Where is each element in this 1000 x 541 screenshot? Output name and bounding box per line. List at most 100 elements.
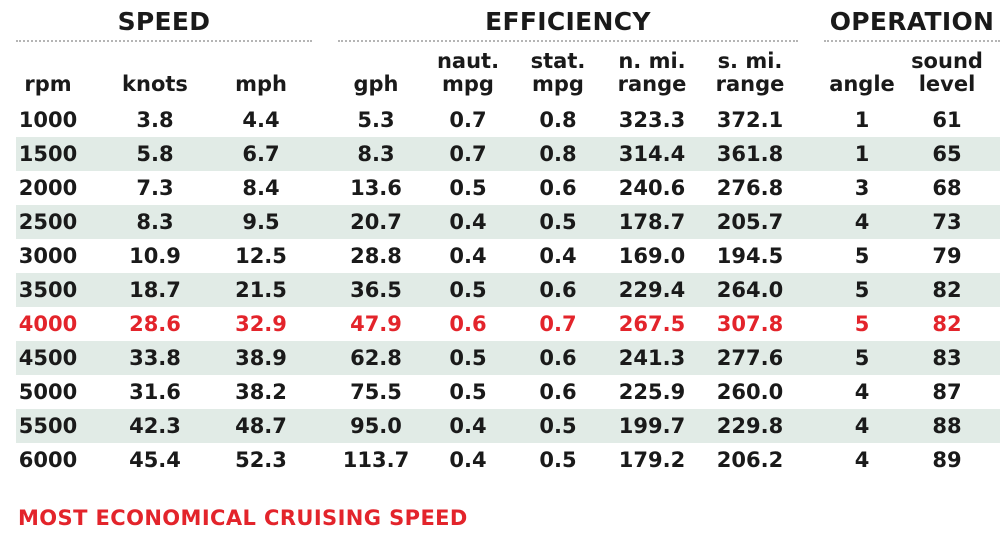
cell-angle: 3 — [854, 176, 870, 200]
cell-angle: 5 — [854, 244, 870, 268]
cell-naut-mpg: 0.5 — [449, 278, 487, 302]
table-row-highlighted: 4000 28.6 32.9 47.9 0.6 0.7 267.5 307.8 5 82 — [16, 307, 1000, 341]
cell-sound-level: 87 — [932, 380, 962, 404]
cell-s-mi-range: 277.6 — [716, 346, 784, 370]
column-header-sound-level: sound level — [911, 49, 983, 96]
cell-knots: 18.7 — [129, 278, 181, 302]
cell-stat-mpg: 0.6 — [539, 346, 577, 370]
cell-stat-mpg: 0.6 — [539, 278, 577, 302]
column-header-n-mi-range: n. mi. range — [617, 49, 687, 96]
cell-sound-level: 83 — [932, 346, 962, 370]
cell-naut-mpg: 0.4 — [449, 448, 487, 472]
cell-stat-mpg: 0.8 — [539, 142, 577, 166]
cell-gph: 95.0 — [350, 414, 402, 438]
cell-n-mi-range: 169.0 — [618, 244, 686, 268]
table-row: 5000 31.6 38.2 75.5 0.5 0.6 225.9 260.0 4 87 — [16, 375, 1000, 409]
cell-naut-mpg: 0.7 — [449, 108, 487, 132]
cell-n-mi-range: 199.7 — [618, 414, 686, 438]
group-title-operation: OPERATION — [829, 7, 995, 36]
cell-mph: 21.5 — [235, 278, 287, 302]
group-divider-efficiency — [338, 40, 798, 42]
cell-sound-level: 82 — [932, 312, 962, 336]
cell-mph: 52.3 — [235, 448, 287, 472]
cell-rpm: 2000 — [18, 176, 78, 200]
cell-s-mi-range: 264.0 — [716, 278, 784, 302]
cell-rpm: 3000 — [18, 244, 78, 268]
cell-naut-mpg: 0.5 — [449, 346, 487, 370]
cell-gph: 36.5 — [350, 278, 402, 302]
cell-n-mi-range: 240.6 — [618, 176, 686, 200]
table-row: 5500 42.3 48.7 95.0 0.4 0.5 199.7 229.8 4 88 — [16, 409, 1000, 443]
cell-stat-mpg: 0.6 — [539, 176, 577, 200]
cell-knots: 3.8 — [136, 108, 174, 132]
cell-rpm: 4500 — [18, 346, 78, 370]
cell-stat-mpg: 0.7 — [539, 312, 577, 336]
cell-stat-mpg: 0.8 — [539, 108, 577, 132]
cell-mph: 4.4 — [242, 108, 280, 132]
cell-gph: 5.3 — [357, 108, 395, 132]
cell-s-mi-range: 361.8 — [716, 142, 784, 166]
cell-mph: 8.4 — [242, 176, 280, 200]
cell-mph: 9.5 — [242, 210, 280, 234]
cell-angle: 4 — [854, 380, 870, 404]
cell-sound-level: 73 — [932, 210, 962, 234]
group-title-speed: SPEED — [117, 7, 211, 36]
column-header-stat-mpg: stat. mpg — [530, 49, 586, 96]
cell-s-mi-range: 372.1 — [716, 108, 784, 132]
cell-s-mi-range: 205.7 — [716, 210, 784, 234]
column-header-naut-mpg: naut. mpg — [436, 49, 500, 96]
cell-angle: 5 — [854, 312, 870, 336]
cell-knots: 42.3 — [129, 414, 181, 438]
cell-s-mi-range: 194.5 — [716, 244, 784, 268]
cell-sound-level: 65 — [932, 142, 962, 166]
cell-naut-mpg: 0.4 — [449, 210, 487, 234]
cell-mph: 12.5 — [235, 244, 287, 268]
cell-angle: 4 — [854, 414, 870, 438]
cell-mph: 48.7 — [235, 414, 287, 438]
cell-n-mi-range: 179.2 — [618, 448, 686, 472]
table-row: 1500 5.8 6.7 8.3 0.7 0.8 314.4 361.8 1 65 — [16, 137, 1000, 171]
cell-sound-level: 61 — [932, 108, 962, 132]
cell-n-mi-range: 267.5 — [618, 312, 686, 336]
cell-stat-mpg: 0.4 — [539, 244, 577, 268]
column-header-rpm: rpm — [24, 72, 72, 96]
cell-n-mi-range: 229.4 — [618, 278, 686, 302]
table-row: 4500 33.8 38.9 62.8 0.5 0.6 241.3 277.6 5 83 — [16, 341, 1000, 375]
column-header-gph: gph — [353, 72, 399, 96]
cell-angle: 4 — [854, 448, 870, 472]
group-divider-speed — [16, 40, 312, 42]
cell-gph: 47.9 — [350, 312, 402, 336]
cell-knots: 10.9 — [129, 244, 181, 268]
cell-n-mi-range: 241.3 — [618, 346, 686, 370]
cell-rpm: 1000 — [18, 108, 78, 132]
cell-mph: 6.7 — [242, 142, 280, 166]
cell-gph: 13.6 — [350, 176, 402, 200]
cell-rpm: 6000 — [18, 448, 78, 472]
cell-angle: 5 — [854, 278, 870, 302]
cell-s-mi-range: 229.8 — [716, 414, 784, 438]
cell-angle: 4 — [854, 210, 870, 234]
column-header-mph: mph — [235, 72, 287, 96]
column-header-s-mi-range: s. mi. range — [715, 49, 785, 96]
cell-gph: 113.7 — [342, 448, 410, 472]
cell-mph: 38.2 — [235, 380, 287, 404]
table-row: 3000 10.9 12.5 28.8 0.4 0.4 169.0 194.5 5 79 — [16, 239, 1000, 273]
cell-naut-mpg: 0.4 — [449, 244, 487, 268]
column-header-knots: knots — [122, 72, 188, 96]
cell-s-mi-range: 206.2 — [716, 448, 784, 472]
cell-knots: 7.3 — [136, 176, 174, 200]
cell-naut-mpg: 0.5 — [449, 176, 487, 200]
cell-n-mi-range: 225.9 — [618, 380, 686, 404]
cell-stat-mpg: 0.6 — [539, 380, 577, 404]
table-row: 2500 8.3 9.5 20.7 0.4 0.5 178.7 205.7 4 73 — [16, 205, 1000, 239]
table-row: 1000 3.8 4.4 5.3 0.7 0.8 323.3 372.1 1 61 — [16, 103, 1000, 137]
cell-rpm: 4000 — [18, 312, 78, 336]
cell-naut-mpg: 0.7 — [449, 142, 487, 166]
cell-gph: 8.3 — [357, 142, 395, 166]
cell-knots: 45.4 — [129, 448, 181, 472]
table-row: 2000 7.3 8.4 13.6 0.5 0.6 240.6 276.8 3 68 — [16, 171, 1000, 205]
cell-gph: 28.8 — [350, 244, 402, 268]
cell-sound-level: 82 — [932, 278, 962, 302]
cell-sound-level: 68 — [932, 176, 962, 200]
cell-mph: 32.9 — [235, 312, 287, 336]
